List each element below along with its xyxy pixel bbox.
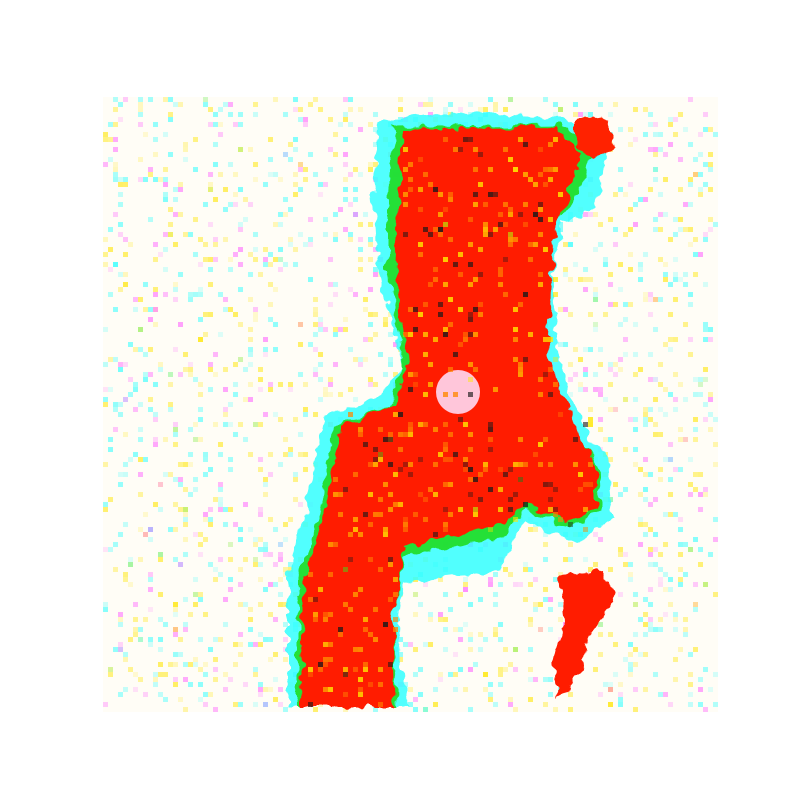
noisy-pixel-image xyxy=(103,97,718,712)
figure-speckles xyxy=(308,137,593,707)
pixel-art-svg xyxy=(103,97,718,712)
